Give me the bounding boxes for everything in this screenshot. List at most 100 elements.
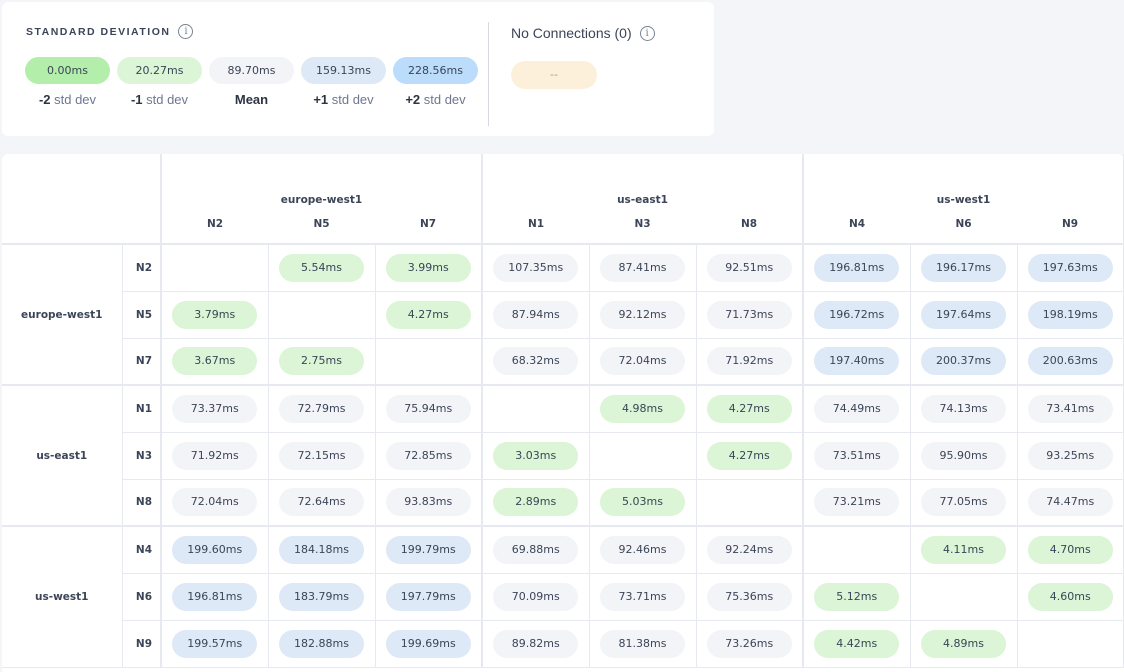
latency-cell: 196.72ms: [802, 290, 911, 339]
table-row: N9 199.57ms 182.88ms 199.69ms 89.82ms 81.38ms…: [2, 619, 1124, 668]
latency-pill: 196.81ms: [814, 253, 900, 282]
latency-cell: 3.79ms: [160, 290, 269, 339]
latency-pill: 73.41ms: [1027, 394, 1113, 423]
latency-pill: 70.09ms: [493, 582, 579, 611]
latency-pill: 5.12ms: [814, 582, 900, 611]
latency-cell: 75.36ms: [695, 572, 804, 621]
std-dev-level: 0.00ms -2 std dev: [25, 57, 110, 107]
latency-pill: 196.81ms: [172, 582, 258, 611]
latency-cell: 81.38ms: [588, 619, 697, 668]
latency-pill: 184.18ms: [279, 535, 364, 564]
latency-pill: 71.92ms: [706, 347, 792, 376]
latency-cell: 93.83ms: [374, 478, 483, 527]
info-icon[interactable]: i: [639, 25, 655, 41]
latency-cell: 199.69ms: [374, 619, 483, 668]
column-node: N1: [481, 212, 589, 245]
table-row: europe-west1 N2 5.54ms 3.99ms 107.35ms 87.41m…: [2, 243, 1124, 386]
latency-pill: 72.15ms: [279, 441, 364, 470]
level-prefix: +1: [313, 92, 329, 107]
latency-cell: 73.26ms: [695, 619, 804, 668]
latency-cell: 199.60ms: [160, 525, 269, 574]
latency-cell: 72.15ms: [267, 431, 376, 480]
column-node: N8: [696, 212, 804, 245]
std-dev-level: 159.13ms +1 std dev: [301, 57, 386, 107]
latency-cell: [588, 431, 697, 480]
column-node: N3: [589, 212, 696, 245]
latency-pill: 3.03ms: [493, 441, 579, 470]
latency-pill: 3.79ms: [172, 300, 258, 329]
divider: [488, 22, 489, 126]
latency-cell: 71.92ms: [695, 337, 804, 386]
level-label: +1 std dev: [301, 92, 386, 107]
info-icon[interactable]: i: [178, 24, 194, 39]
no-connections-header: No Connections (0) i: [511, 25, 655, 41]
latency-table: europe-west1 us-east1 us-west1 N2 N5 N7 N1 N3 N8…: [2, 154, 1124, 668]
level-label: -2 std dev: [25, 92, 110, 107]
std-dev-title: STANDARD DEVIATION: [26, 25, 171, 38]
row-region-us-west1: us-west1: [2, 525, 123, 668]
latency-cell: 197.64ms: [909, 290, 1018, 339]
level-suffix: std dev: [50, 92, 97, 107]
latency-pill: 4.89ms: [921, 629, 1006, 658]
region-header-row: europe-west1 us-east1 us-west1: [2, 154, 1124, 245]
latency-pill: 200.37ms: [921, 347, 1006, 376]
latency-pill: 196.72ms: [814, 300, 900, 329]
latency-cell: 198.19ms: [1016, 290, 1124, 339]
latency-pill: 197.64ms: [921, 300, 1006, 329]
latency-cell: 72.64ms: [267, 478, 376, 527]
latency-cell: 184.18ms: [267, 525, 376, 574]
latency-cell: 4.11ms: [909, 525, 1018, 574]
column-region-us-east1: us-east1: [481, 154, 804, 212]
latency-cell: 199.57ms: [160, 619, 269, 668]
column-node: N4: [802, 212, 910, 245]
latency-pill: 74.47ms: [1027, 488, 1113, 517]
node-header-row: N2 N5 N7 N1 N3 N8 N4 N6 N9: [2, 212, 1124, 245]
latency-pill: 4.70ms: [1027, 535, 1113, 564]
latency-pill: 199.57ms: [172, 629, 258, 658]
latency-cell: [267, 290, 376, 339]
latency-cell: 4.70ms: [1016, 525, 1124, 574]
latency-cell: 5.54ms: [267, 243, 376, 292]
std-dev-legend-card: STANDARD DEVIATION i 0.00ms -2 std dev 20.…: [2, 2, 714, 136]
latency-cell: 68.32ms: [481, 337, 590, 386]
column-node: N7: [375, 212, 483, 245]
latency-cell: 89.82ms: [481, 619, 590, 668]
latency-cell: 4.89ms: [909, 619, 1018, 668]
latency-pill: 197.79ms: [385, 582, 471, 611]
latency-cell: 73.37ms: [160, 384, 269, 433]
latency-pill: 2.75ms: [279, 347, 364, 376]
latency-pill: 75.36ms: [706, 582, 792, 611]
latency-pill: 5.03ms: [600, 488, 685, 517]
table-row: N8 72.04ms 72.64ms 93.83ms 2.89ms 5.03ms 73.21…: [2, 478, 1124, 527]
latency-cell: 5.12ms: [802, 572, 911, 621]
latency-pill: 4.27ms: [385, 300, 471, 329]
latency-cell: 87.41ms: [588, 243, 697, 292]
latency-cell: 69.88ms: [481, 525, 590, 574]
table-row: us-west1 N4 199.60ms 184.18ms 199.79ms 69.88m…: [2, 525, 1124, 668]
level-pill: 89.70ms: [209, 57, 294, 84]
latency-cell: 3.99ms: [374, 243, 483, 292]
latency-cell: 199.79ms: [374, 525, 483, 574]
latency-cell: [802, 525, 911, 574]
latency-pill: 199.60ms: [172, 535, 258, 564]
latency-pill: 71.92ms: [172, 441, 258, 470]
latency-pill: 74.13ms: [921, 394, 1006, 423]
row-node: N2: [121, 243, 162, 292]
latency-cell: 4.98ms: [588, 384, 697, 433]
latency-pill: 107.35ms: [493, 253, 579, 282]
row-node: N1: [121, 384, 162, 433]
row-region-us-east1: us-east1: [2, 384, 123, 527]
std-dev-header: STANDARD DEVIATION i: [26, 24, 194, 39]
latency-pill: 199.69ms: [385, 629, 471, 658]
latency-pill: 198.19ms: [1027, 300, 1113, 329]
column-node: N2: [160, 212, 268, 245]
row-node: N8: [121, 478, 162, 527]
level-suffix: std dev: [420, 92, 466, 107]
latency-cell: 73.51ms: [802, 431, 911, 480]
latency-cell: 3.67ms: [160, 337, 269, 386]
table-row: N6 196.81ms 183.79ms 197.79ms 70.09ms 73.71ms…: [2, 572, 1124, 621]
latency-cell: 74.13ms: [909, 384, 1018, 433]
latency-pill: 4.11ms: [921, 535, 1006, 564]
latency-pill: 197.63ms: [1027, 253, 1113, 282]
row-node: N4: [121, 525, 162, 574]
